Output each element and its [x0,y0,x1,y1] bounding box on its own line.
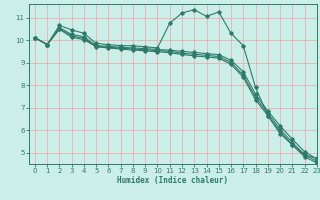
X-axis label: Humidex (Indice chaleur): Humidex (Indice chaleur) [117,176,228,185]
